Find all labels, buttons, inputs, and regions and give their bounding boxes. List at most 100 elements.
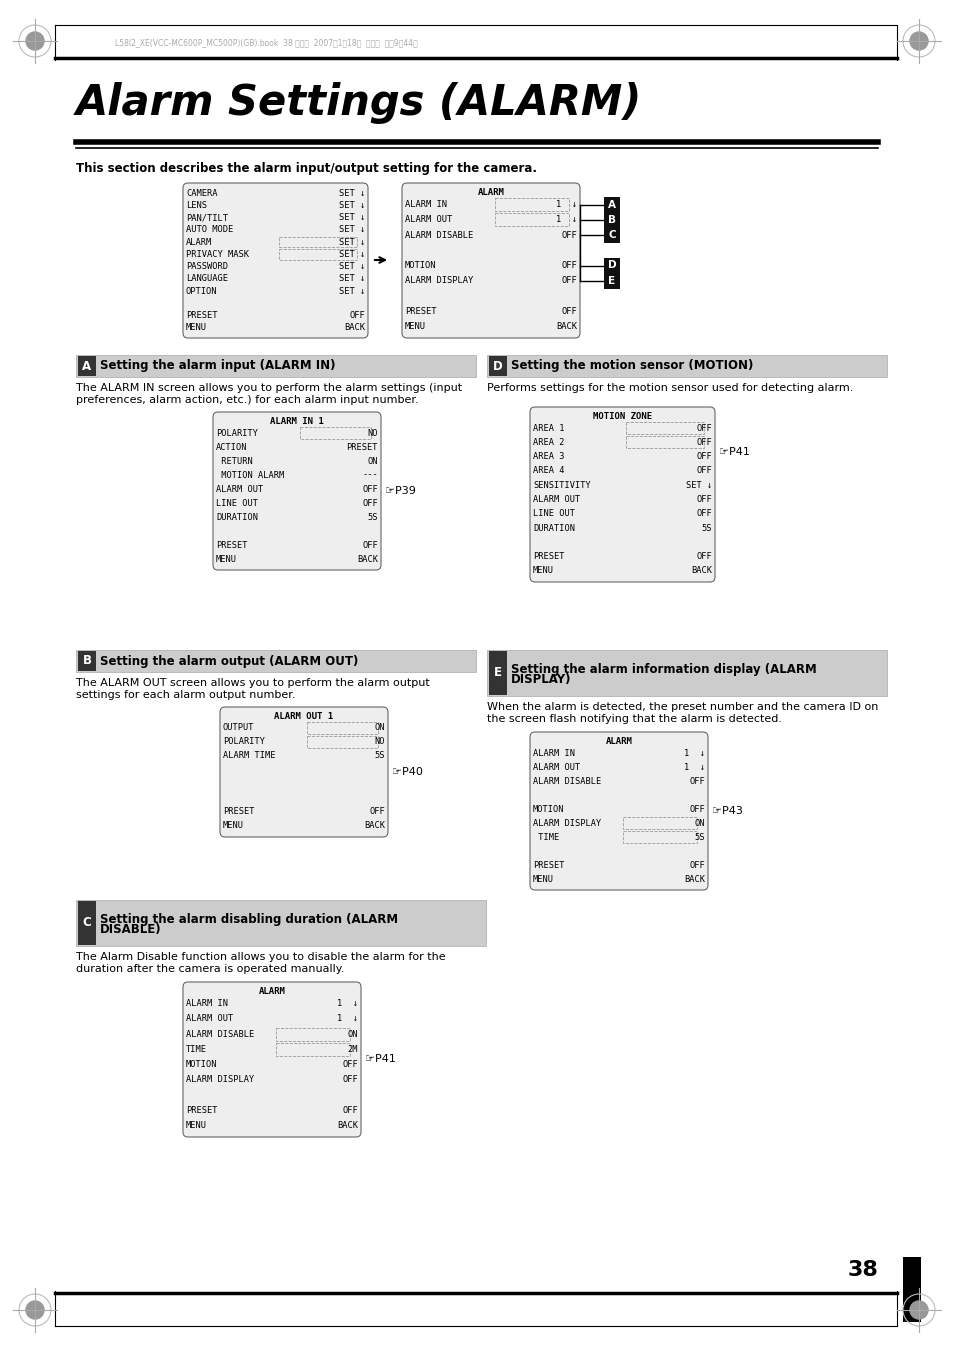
Text: OFF: OFF	[560, 261, 577, 270]
Text: OFF: OFF	[362, 499, 377, 508]
Bar	[76, 650, 476, 671]
Bar	[494, 199, 569, 211]
Text: B: B	[607, 215, 616, 224]
Text: AREA 1: AREA 1	[533, 424, 564, 432]
Bar	[76, 355, 476, 377]
Text: LINE OUT: LINE OUT	[533, 509, 575, 519]
Text: 5S: 5S	[694, 832, 704, 842]
Text: NO: NO	[375, 738, 385, 747]
Text: C: C	[608, 230, 616, 240]
Text: B: B	[82, 654, 91, 667]
Text: DURATION: DURATION	[215, 512, 257, 521]
Text: MENU: MENU	[186, 323, 207, 332]
Text: Performs settings for the motion sensor used for detecting alarm.: Performs settings for the motion sensor …	[486, 382, 853, 393]
Bar	[489, 357, 506, 376]
Text: OFF: OFF	[696, 494, 711, 504]
Text: E: E	[494, 666, 501, 680]
Circle shape	[26, 1301, 44, 1319]
Text: DISABLE): DISABLE)	[100, 923, 161, 935]
Text: ☞P39: ☞P39	[385, 486, 416, 496]
Bar	[300, 427, 371, 439]
Bar	[603, 212, 619, 228]
Text: ALARM IN: ALARM IN	[533, 748, 575, 758]
Text: SET ↓: SET ↓	[338, 226, 365, 234]
Text: PRESET: PRESET	[533, 553, 564, 561]
Text: ON: ON	[367, 457, 377, 466]
Text: ---: ---	[362, 470, 377, 480]
Text: BACK: BACK	[556, 322, 577, 331]
Text: ALARM TIME: ALARM TIME	[223, 751, 275, 761]
Text: ALARM IN: ALARM IN	[405, 200, 447, 209]
Text: OFF: OFF	[342, 1105, 357, 1115]
Text: ALARM OUT 1: ALARM OUT 1	[274, 712, 334, 721]
Text: settings for each alarm output number.: settings for each alarm output number.	[76, 690, 295, 700]
Bar	[486, 355, 886, 377]
Text: AREA 4: AREA 4	[533, 466, 564, 476]
Text: SET ↓: SET ↓	[338, 286, 365, 296]
Text: POLARITY: POLARITY	[215, 428, 257, 438]
Text: OFF: OFF	[696, 509, 711, 519]
Bar	[307, 721, 377, 734]
Text: BACK: BACK	[690, 566, 711, 576]
Text: OFF: OFF	[560, 307, 577, 316]
Text: DISPLAY): DISPLAY)	[511, 673, 571, 685]
Text: OFF: OFF	[342, 1075, 357, 1085]
Text: ALARM DISABLE: ALARM DISABLE	[533, 777, 600, 785]
Text: ALARM: ALARM	[605, 738, 632, 746]
Text: ☞P43: ☞P43	[711, 807, 742, 816]
Text: The ALARM IN screen allows you to perform the alarm settings (input: The ALARM IN screen allows you to perfor…	[76, 382, 461, 393]
Text: A: A	[607, 200, 616, 209]
Text: Setting the alarm disabling duration (ALARM: Setting the alarm disabling duration (AL…	[100, 912, 397, 925]
FancyBboxPatch shape	[213, 412, 380, 570]
Text: AUTO MODE: AUTO MODE	[186, 226, 233, 234]
Bar	[275, 1043, 350, 1055]
Bar	[603, 227, 619, 243]
Text: MENU: MENU	[405, 322, 426, 331]
Text: OFF: OFF	[362, 485, 377, 493]
Text: Setting the alarm information display (ALARM: Setting the alarm information display (A…	[511, 662, 816, 676]
Text: 1  ↓: 1 ↓	[683, 762, 704, 771]
Text: ☞P41: ☞P41	[719, 447, 749, 457]
Text: the screen flash notifying that the alarm is detected.: the screen flash notifying that the alar…	[486, 713, 781, 724]
Text: PRESET: PRESET	[223, 808, 254, 816]
Text: ALARM: ALARM	[477, 188, 504, 197]
Text: RETURN: RETURN	[215, 457, 253, 466]
Text: OFF: OFF	[362, 540, 377, 550]
Text: 2M: 2M	[347, 1044, 357, 1054]
Text: MENU: MENU	[186, 1121, 207, 1129]
Bar	[279, 249, 356, 259]
FancyBboxPatch shape	[183, 982, 360, 1138]
FancyBboxPatch shape	[530, 407, 714, 582]
Text: PRESET: PRESET	[533, 861, 564, 870]
Text: SET ↓: SET ↓	[338, 250, 365, 259]
Text: BACK: BACK	[364, 821, 385, 831]
Text: DURATION: DURATION	[533, 524, 575, 532]
Text: ON: ON	[347, 1029, 357, 1039]
Text: OFF: OFF	[696, 453, 711, 461]
Text: 1  ↓: 1 ↓	[683, 748, 704, 758]
Text: NO: NO	[367, 428, 377, 438]
Text: preferences, alarm action, etc.) for each alarm input number.: preferences, alarm action, etc.) for eac…	[76, 394, 418, 405]
Text: LENS: LENS	[186, 201, 207, 209]
Text: TIME: TIME	[186, 1044, 207, 1054]
Text: PASSWORD: PASSWORD	[186, 262, 228, 272]
Circle shape	[26, 32, 44, 50]
Text: Setting the alarm output (ALARM OUT): Setting the alarm output (ALARM OUT)	[100, 654, 358, 667]
Text: ALARM OUT: ALARM OUT	[533, 494, 579, 504]
Text: SET ↓: SET ↓	[338, 189, 365, 197]
Text: OUTPUT: OUTPUT	[223, 724, 254, 732]
Text: LINE OUT: LINE OUT	[215, 499, 257, 508]
Text: ALARM: ALARM	[258, 988, 285, 996]
Text: ALARM OUT: ALARM OUT	[215, 485, 263, 493]
Text: MOTION: MOTION	[186, 1061, 217, 1069]
Text: OFF: OFF	[696, 424, 711, 432]
Text: Setting the motion sensor (MOTION): Setting the motion sensor (MOTION)	[511, 359, 753, 373]
Text: ALARM DISPLAY: ALARM DISPLAY	[186, 1075, 254, 1085]
Text: AREA 2: AREA 2	[533, 438, 564, 447]
Text: OFF: OFF	[696, 553, 711, 561]
Text: OPTION: OPTION	[186, 286, 217, 296]
Text: ALARM IN 1: ALARM IN 1	[270, 417, 323, 426]
Text: ALARM: ALARM	[186, 238, 212, 247]
Text: AREA 3: AREA 3	[533, 453, 564, 461]
FancyBboxPatch shape	[220, 707, 388, 838]
